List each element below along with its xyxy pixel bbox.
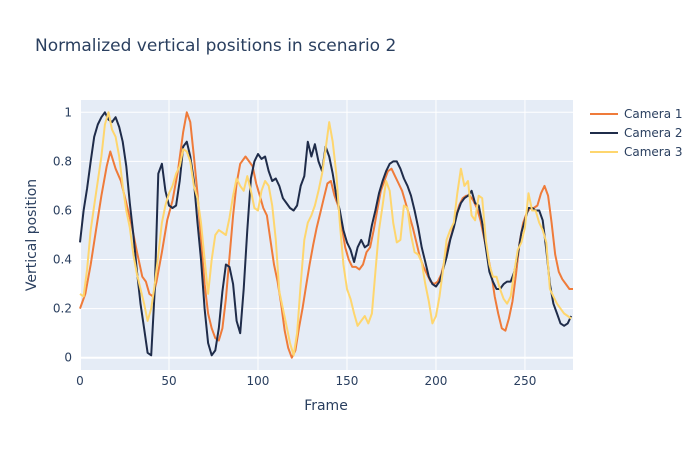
y-tick-label: 0.4: [53, 253, 72, 267]
series-line-3: [79, 111, 572, 357]
legend-label: Camera 1: [624, 107, 683, 121]
y-tick-label: 0.6: [53, 203, 72, 217]
legend-item-3[interactable]: Camera 3: [590, 145, 683, 159]
x-tick-label: 100: [247, 374, 270, 388]
chart-title: Normalized vertical positions in scenari…: [35, 36, 396, 56]
gridlines: [79, 100, 573, 370]
y-tick-label: 0: [64, 351, 72, 365]
legend-item-1[interactable]: Camera 1: [590, 107, 683, 121]
y-tick-label: 0.2: [53, 302, 72, 316]
x-tick-label: 200: [425, 374, 448, 388]
x-tick-label: 250: [513, 374, 536, 388]
y-tick-label: 1: [64, 105, 72, 119]
x-tick-label: 150: [336, 374, 359, 388]
x-tick-label: 50: [161, 374, 176, 388]
series-lines: [79, 111, 573, 359]
legend-label: Camera 3: [624, 145, 683, 159]
y-axis-ticks: 0 0.2 0.4 0.6 0.8 1: [53, 105, 72, 364]
x-tick-label: 0: [76, 374, 84, 388]
x-axis-title: Frame: [304, 398, 348, 414]
x-axis-ticks: 0 50 100 150 200 250: [76, 374, 536, 388]
legend-item-2[interactable]: Camera 2: [590, 126, 683, 140]
y-tick-label: 0.8: [53, 154, 72, 168]
y-axis-title: Vertical position: [24, 179, 40, 291]
legend: Camera 1 Camera 2 Camera 3: [590, 107, 683, 159]
legend-label: Camera 2: [624, 126, 683, 140]
